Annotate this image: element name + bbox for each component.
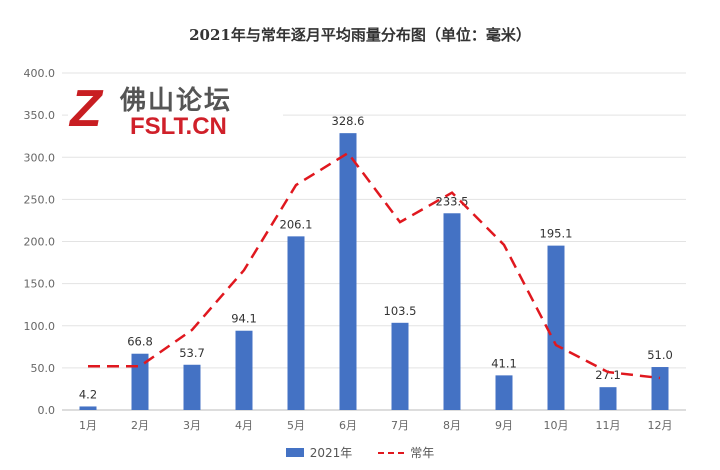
data-label: 53.7 — [179, 346, 205, 360]
bar — [183, 364, 201, 410]
watermark-en: FSLT.CN — [130, 113, 227, 140]
x-tick-label: 6月 — [339, 419, 357, 432]
x-tick-label: 12月 — [648, 419, 673, 432]
data-label: 94.1 — [231, 312, 257, 326]
bar — [131, 353, 149, 410]
bar — [547, 245, 565, 410]
data-label: 27.1 — [595, 368, 621, 382]
y-tick-label: 200.0 — [24, 236, 56, 249]
chart-title: 2021年与常年逐月平均雨量分布图（单位：毫米） — [189, 26, 531, 44]
bar — [79, 406, 97, 410]
watermark-z-icon: Z — [70, 80, 102, 138]
legend-label: 常年 — [410, 446, 435, 460]
x-tick-label: 9月 — [495, 419, 513, 432]
x-tick-label: 10月 — [544, 419, 569, 432]
legend-item-2021: 2021年 — [285, 444, 353, 461]
watermark-cn: 佛山论坛 — [120, 86, 233, 116]
legend-item-normal: 常年 — [378, 444, 434, 461]
y-tick-label: 400.0 — [24, 67, 56, 80]
legend-swatch-line — [378, 451, 405, 454]
y-tick-label: 50.0 — [31, 362, 56, 375]
y-tick-label: 150.0 — [24, 278, 56, 291]
x-tick-label: 11月 — [596, 419, 621, 432]
data-label: 4.2 — [79, 387, 97, 401]
x-tick-label: 1月 — [79, 419, 97, 432]
data-label: 66.8 — [127, 335, 153, 349]
bar — [391, 322, 409, 410]
normal-line — [88, 151, 661, 380]
bar — [651, 367, 669, 410]
y-tick-label: 300.0 — [24, 151, 56, 164]
x-tick-label: 2月 — [131, 419, 149, 432]
legend-swatch-bar — [285, 448, 304, 457]
y-tick-label: 100.0 — [24, 320, 56, 333]
bar — [235, 330, 253, 410]
x-tick-label: 8月 — [443, 419, 461, 432]
data-label: 103.5 — [384, 304, 417, 318]
y-tick-label: 250.0 — [24, 193, 56, 206]
bar — [443, 213, 461, 410]
bar — [339, 133, 357, 411]
bar — [599, 387, 617, 410]
x-tick-label: 7月 — [391, 419, 409, 432]
data-label: 233.5 — [436, 194, 469, 208]
x-tick-label: 5月 — [287, 419, 305, 432]
data-label: 206.1 — [280, 217, 313, 231]
bar — [287, 236, 305, 410]
data-label: 41.1 — [491, 356, 517, 370]
x-tick-label: 4月 — [235, 419, 253, 432]
data-label: 328.6 — [332, 114, 365, 128]
y-tick-label: 350.0 — [24, 109, 56, 122]
x-tick-label: 3月 — [183, 419, 201, 432]
legend-label: 2021年 — [309, 446, 353, 460]
data-label: 51.0 — [647, 348, 673, 362]
bar — [495, 375, 513, 410]
watermark-logo: Z 佛山论坛 FSLT.CN — [68, 80, 283, 142]
data-label: 195.1 — [540, 227, 573, 241]
legend: 2021年 常年 — [0, 444, 720, 461]
y-tick-label: 0.0 — [38, 404, 56, 417]
